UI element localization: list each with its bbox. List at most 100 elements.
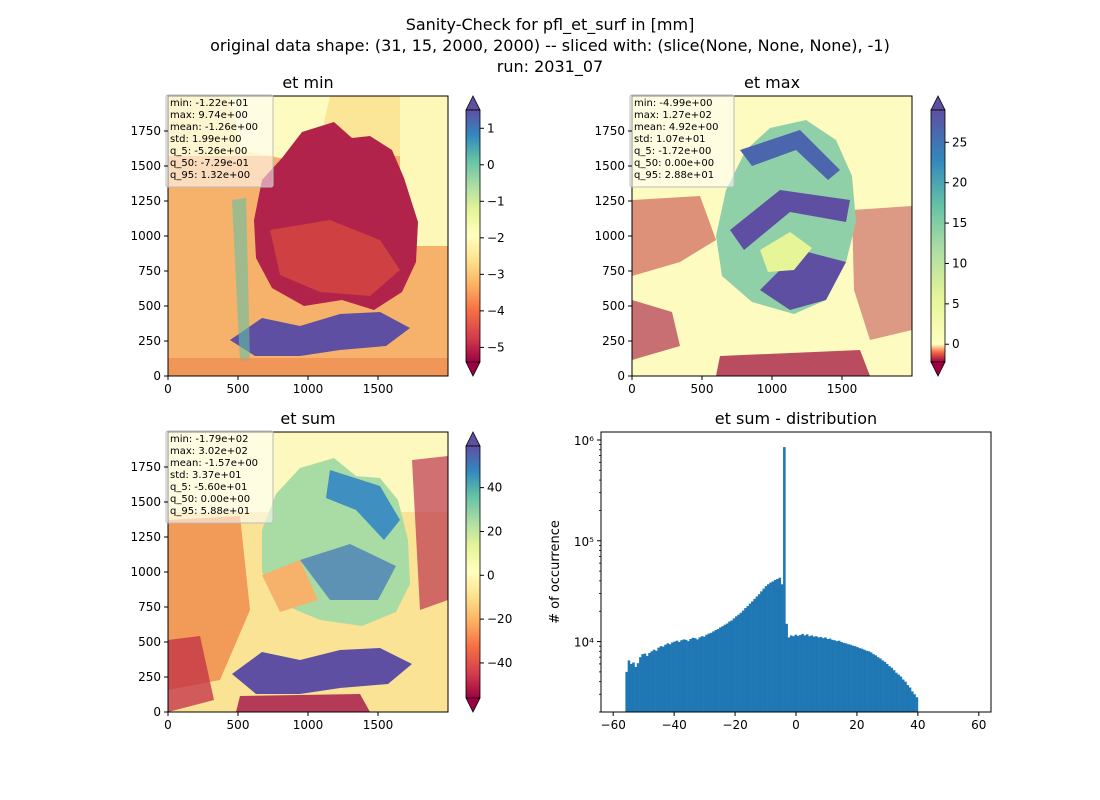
histogram-bar xyxy=(684,639,688,712)
y-tick-label: 1250 xyxy=(594,194,625,208)
x-tick-label: 60 xyxy=(971,718,986,732)
x-tick-label: 20 xyxy=(849,718,864,732)
histogram-bar xyxy=(794,634,798,712)
x-axis-et-max: 0 500 1000 1500 xyxy=(628,376,857,396)
histogram-bar xyxy=(780,584,784,712)
map-east-blue-streak xyxy=(232,198,250,362)
histogram-bar xyxy=(890,667,894,712)
stat-q5: q_5: -5.26e+00 xyxy=(170,146,247,157)
panel-et-min: et min min: -1.22e+01 max: 9.74e+00 mean… xyxy=(130,73,504,396)
histogram-bar xyxy=(881,660,884,712)
stats-box-bg xyxy=(629,94,735,188)
histogram-bar xyxy=(664,644,667,712)
histogram-bar xyxy=(904,681,907,712)
x-tick-label: −40 xyxy=(661,718,686,732)
colorbar-extend-bottom xyxy=(465,697,481,713)
histogram-bar xyxy=(735,616,738,712)
histogram-bar xyxy=(835,641,839,712)
histogram-bar xyxy=(757,594,761,712)
histogram-bar xyxy=(721,626,724,712)
histogram-bar xyxy=(641,654,644,712)
x-tick-label: 500 xyxy=(227,382,250,396)
stats-box-bg xyxy=(165,430,274,524)
histogram-bar xyxy=(796,635,800,712)
histogram-bar xyxy=(853,646,857,712)
panel-title-et-min: et min xyxy=(282,73,333,92)
stat-mean: mean: -1.26e+00 xyxy=(170,122,258,133)
stat-q95: q_95: 1.32e+00 xyxy=(170,170,250,181)
suptitle-line-3: run: 2031_07 xyxy=(497,57,603,77)
histogram-bar xyxy=(799,635,802,712)
histogram-bar xyxy=(913,694,916,712)
stat-mean: mean: 4.92e+00 xyxy=(634,122,718,133)
colorbar-extend-top xyxy=(465,431,481,447)
colorbar-tick-label: −20 xyxy=(487,612,512,626)
y-tick-label: 0 xyxy=(153,705,161,719)
histogram-bar xyxy=(680,640,683,712)
histogram-bar xyxy=(709,632,713,712)
histogram-bar xyxy=(844,643,848,712)
map-germany-blue-band-1 xyxy=(740,130,840,180)
histogram-bar xyxy=(730,620,734,712)
histogram-bar xyxy=(632,662,635,712)
colorbar-tick-label: −40 xyxy=(487,656,512,670)
y-tick-label: 0 xyxy=(153,369,161,383)
histogram-bar xyxy=(705,634,708,712)
histogram-bar xyxy=(629,663,633,712)
map-south-red xyxy=(716,350,870,376)
histogram-bar xyxy=(792,636,795,712)
colorbar-tick-label: 15 xyxy=(952,216,967,230)
histogram-bar xyxy=(901,679,905,712)
histogram-bar xyxy=(879,658,882,712)
histogram-bar xyxy=(760,591,763,712)
histogram-bars xyxy=(625,447,919,712)
histogram-bar xyxy=(716,629,720,712)
histogram-bar xyxy=(659,646,663,712)
map-germany-blue-1 xyxy=(326,470,400,540)
x-tick-label: 1500 xyxy=(363,718,394,732)
map-germany-blue-2 xyxy=(300,544,396,600)
x-tick-label: 500 xyxy=(227,718,250,732)
y-tick-label: 1000 xyxy=(130,565,161,579)
histogram-bar xyxy=(728,621,731,712)
histogram-bar xyxy=(746,606,750,712)
histogram-bar xyxy=(911,691,914,712)
histogram-bar xyxy=(906,685,910,712)
histogram-bar xyxy=(634,666,638,712)
histogram-bar xyxy=(819,636,823,712)
y-tick-label: 1750 xyxy=(594,124,625,138)
stat-mean: mean: -1.57e+00 xyxy=(170,458,258,469)
histogram-bar xyxy=(773,580,777,712)
map-germany-yellow-patch xyxy=(760,232,812,272)
histogram-bar xyxy=(668,644,672,712)
map-east-red xyxy=(412,456,448,610)
histogram-bar xyxy=(741,610,745,712)
map-germany-mid xyxy=(270,220,400,296)
histogram-bar xyxy=(682,639,686,712)
y-tick-label: 10⁴ xyxy=(574,636,594,650)
colorbar-extend-top xyxy=(930,95,946,111)
map-south-edge xyxy=(168,358,448,376)
panel-title-distribution: et sum - distribution xyxy=(715,409,877,428)
histogram-bar xyxy=(714,630,718,712)
histogram-bar xyxy=(767,584,770,712)
colorbar-body xyxy=(465,109,481,363)
histogram-bar xyxy=(753,598,756,712)
suptitle-line-1: Sanity-Check for pfl_et_surf in [mm] xyxy=(406,15,695,35)
histogram-bar xyxy=(737,614,740,712)
x-tick-label: 0 xyxy=(164,718,172,732)
histogram-bar xyxy=(817,637,820,712)
histogram-bar xyxy=(876,657,880,712)
stat-min: min: -4.99e+00 xyxy=(634,98,713,109)
stat-q50: q_50: 0.00e+00 xyxy=(634,158,714,169)
map-germany-orange-patch xyxy=(262,560,318,612)
x-tick-label: 1000 xyxy=(293,718,324,732)
histogram-bar xyxy=(719,627,722,712)
histogram-bar xyxy=(803,635,807,712)
colorbar-tick-label: 40 xyxy=(487,481,502,495)
panel-title-et-max: et max xyxy=(744,73,800,92)
histogram-bar xyxy=(778,577,782,712)
stat-min: min: -1.79e+02 xyxy=(170,434,249,445)
histogram-bar xyxy=(831,639,834,712)
